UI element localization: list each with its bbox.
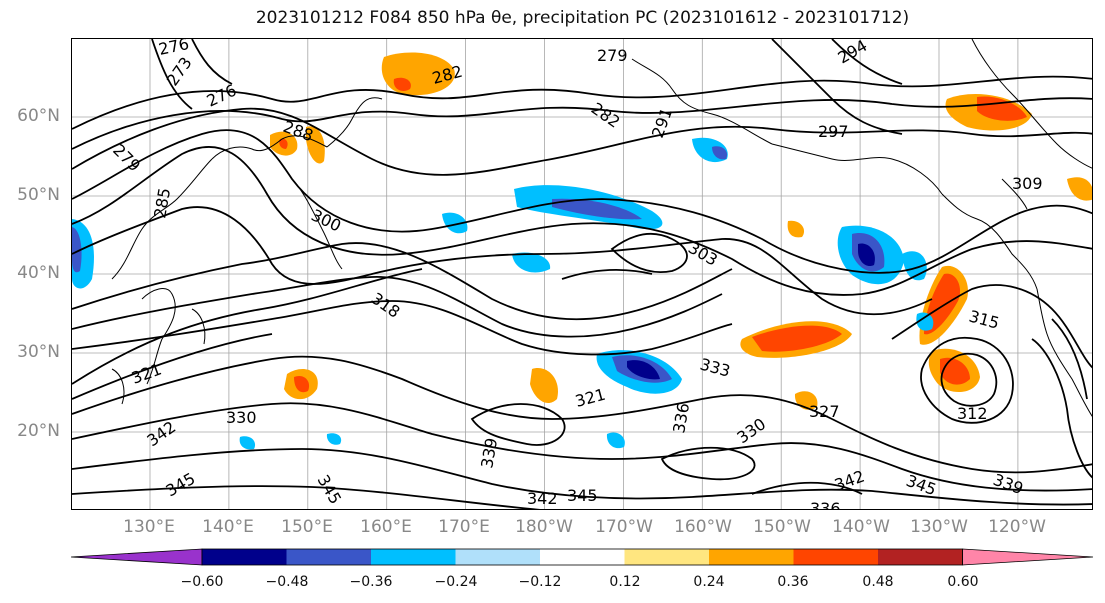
colorbar-bin (793, 549, 878, 565)
lat-label-40n: 40°N (17, 263, 60, 283)
lat-label-30n: 30°N (17, 342, 60, 362)
map-area: 276 273 279 282 282 276 288 279 285 294 … (71, 38, 1093, 510)
map-title: 2023101212 F084 850 hPa θe, precipitatio… (255, 8, 910, 28)
colorbar-tick-label: −0.36 (349, 574, 393, 590)
lon-label: 170°W (595, 517, 653, 537)
contour-label: 282 (588, 99, 624, 132)
coastlines (111, 39, 1092, 417)
lon-label: 130°E (123, 517, 175, 537)
contour-label: 285 (150, 186, 174, 219)
contour-label: 330 (226, 408, 257, 427)
colorbar-bin (286, 549, 371, 565)
lat-label-20n: 20°N (17, 421, 60, 441)
contour-label: 294 (835, 39, 871, 67)
contour-label: 315 (967, 307, 1001, 333)
colorbar-tick-label: −0.48 (265, 574, 309, 590)
contour-label: 321 (129, 359, 164, 387)
colorbar-bin (709, 549, 794, 565)
map-canvas: 276 273 279 282 282 276 288 279 285 294 … (72, 39, 1092, 510)
contour-label: 309 (1012, 174, 1043, 193)
colorbar-extend-low (71, 548, 203, 566)
lon-label: 130°W (910, 517, 968, 537)
graticule (72, 39, 1092, 509)
colorbar-extend-high (962, 548, 1094, 566)
contour-label: 318 (368, 289, 404, 322)
lon-label: 120°W (988, 517, 1046, 537)
contour-label: 330 (733, 414, 769, 447)
lat-label-50n: 50°N (17, 185, 60, 205)
theta-e-contours (72, 39, 1092, 509)
contour-label: 279 (597, 46, 628, 65)
colorbar-bin (540, 549, 625, 565)
contour-label: 327 (809, 402, 840, 421)
contour-label: 276 (204, 80, 240, 110)
colorbar-bin (455, 549, 540, 565)
contour-label: 345 (314, 472, 346, 508)
lat-label-60n: 60°N (17, 106, 60, 126)
contour-label: 276 (157, 39, 191, 59)
colorbar (71, 548, 1094, 566)
colorbar-tick-label: −0.12 (518, 574, 562, 590)
contour-label: 345 (163, 469, 199, 501)
red-core-north (393, 77, 411, 91)
colorbar-tick-label: −0.24 (434, 574, 478, 590)
lon-label: 160°W (674, 517, 732, 537)
colorbar-frame (201, 548, 963, 566)
colorbar-bin (624, 549, 709, 565)
lon-label: 150°E (281, 517, 333, 537)
contour-label: 297 (818, 122, 849, 141)
orange-patch-southwest (530, 368, 558, 404)
contour-label: 333 (698, 355, 732, 381)
contour-label: 321 (573, 385, 607, 411)
lon-label: 140°E (202, 517, 254, 537)
contour-label: 339 (991, 470, 1026, 498)
contour-label: 336 (669, 401, 693, 434)
colorbar-tick-label: 0.24 (693, 574, 725, 590)
contour-label: 345 (567, 486, 598, 505)
colorbar-bin (878, 549, 963, 565)
precip-anomaly-shading (72, 52, 1092, 450)
colorbar-tick-label: 0.36 (777, 574, 809, 590)
colorbar-bin (371, 549, 456, 565)
contour-label: 312 (957, 404, 988, 423)
contour-label: 300 (308, 205, 344, 235)
colorbar-tick-label: 0.60 (947, 574, 979, 590)
lon-label: 180°W (515, 517, 573, 537)
lon-label: 160°E (360, 517, 412, 537)
colorbar-tick-label: −0.60 (180, 574, 224, 590)
colorbar-bin (202, 549, 287, 565)
contour-label: 336 (810, 499, 841, 510)
contour-label: 339 (477, 436, 501, 469)
contour-label: 273 (163, 53, 196, 89)
contour-label: 342 (527, 489, 558, 508)
lon-label: 140°W (832, 517, 890, 537)
lon-label: 150°W (753, 517, 811, 537)
colorbar-tick-label: 0.48 (862, 574, 894, 590)
contour-label: 291 (648, 105, 676, 140)
lon-label: 170°E (438, 517, 490, 537)
colorbar-tick-label: 0.12 (609, 574, 641, 590)
